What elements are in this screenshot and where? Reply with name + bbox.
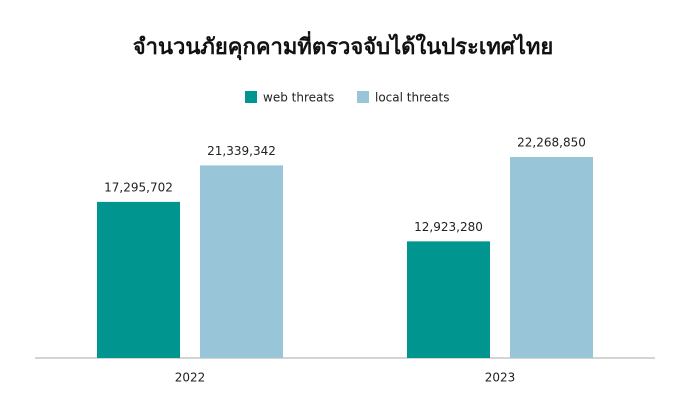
- legend-swatch: [245, 91, 257, 103]
- chart-title: จำนวนภัยคุกคามที่ตรวจจับได้ในประเทศไทย: [133, 30, 554, 61]
- value-label: 12,923,280: [414, 220, 483, 234]
- value-label: 22,268,850: [517, 136, 586, 150]
- x-tick-label: 2022: [175, 371, 206, 385]
- value-label: 17,295,702: [104, 180, 173, 194]
- bar: [97, 201, 180, 358]
- x-tick-label: 2023: [485, 371, 516, 385]
- bar: [200, 165, 283, 358]
- value-label: 21,339,342: [207, 144, 276, 158]
- legend-label: local threats: [375, 91, 449, 105]
- bar: [510, 157, 593, 358]
- legend-label: web threats: [263, 91, 334, 105]
- bar: [407, 241, 490, 358]
- legend-swatch: [357, 91, 369, 103]
